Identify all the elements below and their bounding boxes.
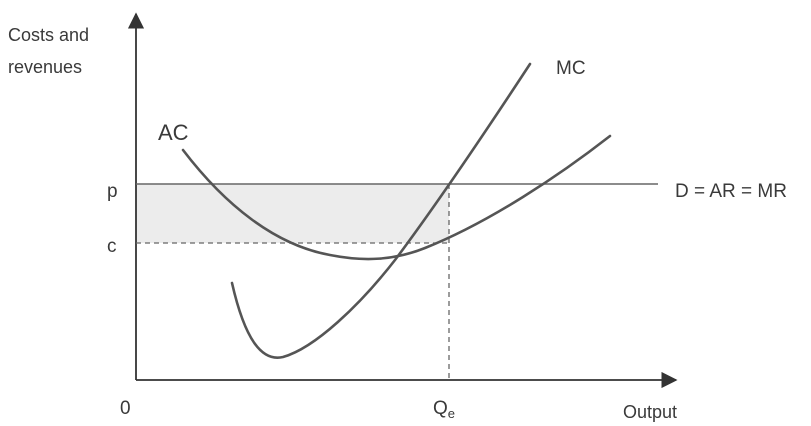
mc-label: MC	[556, 58, 586, 79]
y-axis-label-line1: Costs and	[8, 25, 89, 45]
supernormal-profit-area	[136, 184, 449, 243]
cost-label: c	[107, 236, 117, 257]
ac-label: AC	[158, 120, 189, 145]
demand-label: D = AR = MR	[675, 181, 787, 202]
quantity-label-subscript: e	[448, 406, 455, 421]
origin-label: 0	[120, 398, 131, 419]
mc-curve	[230, 62, 532, 359]
quantity-label-main: Q	[433, 398, 448, 419]
ac-curve	[181, 134, 612, 261]
price-label: p	[107, 181, 118, 202]
x-axis-label: Output	[623, 402, 677, 422]
y-axis-label-line2: revenues	[8, 57, 82, 77]
quantity-label: Qe	[433, 398, 455, 421]
